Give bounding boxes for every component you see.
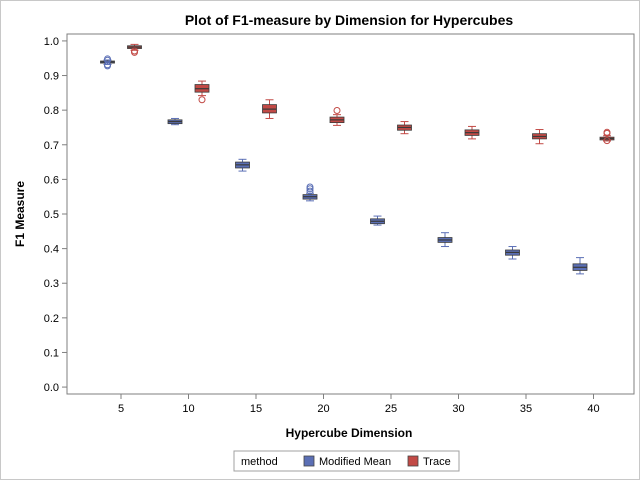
outlier-point bbox=[306, 187, 314, 195]
y-tick-label: 0.2 bbox=[44, 313, 59, 325]
y-axis: 0.0 0.1 0.2 0.3 0.4 0.5 0.6 0.7 0.8 0.9 1.0 bbox=[44, 36, 67, 394]
y-tick-label: 0.8 bbox=[44, 105, 59, 117]
y-tick-label: 0.1 bbox=[44, 347, 59, 359]
x-tick-label: 30 bbox=[452, 403, 464, 415]
legend-label-trace: Trace bbox=[423, 456, 451, 468]
x-tick-label: 40 bbox=[587, 403, 599, 415]
outlier-point bbox=[603, 137, 611, 145]
y-tick-label: 0.7 bbox=[44, 140, 59, 152]
x-tick-label: 35 bbox=[520, 403, 532, 415]
x-tick-label: 25 bbox=[385, 403, 397, 415]
y-tick-label: 0.6 bbox=[44, 174, 59, 186]
outlier-point bbox=[333, 107, 341, 114]
outlier-point bbox=[603, 128, 611, 136]
y-tick-label: 1.0 bbox=[44, 36, 59, 48]
outlier-point bbox=[131, 47, 138, 55]
legend-label-modified-mean: Modified Mean bbox=[319, 456, 391, 468]
outlier-point bbox=[104, 55, 111, 63]
box-modified-mean bbox=[572, 257, 588, 275]
box-trace bbox=[464, 125, 480, 140]
y-tick-label: 0.3 bbox=[44, 278, 59, 290]
y-tick-label: 0.5 bbox=[44, 209, 59, 221]
box-trace bbox=[194, 80, 210, 104]
y-tick-label: 0.0 bbox=[44, 382, 59, 394]
box-trace bbox=[599, 128, 615, 145]
box-modified-mean bbox=[167, 117, 183, 126]
plot-area bbox=[66, 33, 635, 395]
box-trace bbox=[127, 43, 142, 56]
legend-title: method bbox=[241, 456, 278, 468]
x-axis: 5 10 15 20 25 30 35 40 bbox=[118, 394, 600, 415]
box-modified-mean bbox=[505, 246, 520, 260]
legend: method Modified Mean Trace bbox=[233, 450, 460, 472]
x-axis-label: Hypercube Dimension bbox=[286, 426, 413, 440]
box-modified-mean bbox=[437, 232, 453, 248]
box-trace bbox=[397, 121, 412, 135]
outlier-point bbox=[306, 183, 314, 191]
x-tick-label: 10 bbox=[182, 403, 194, 415]
x-tick-label: 20 bbox=[317, 403, 329, 415]
box-trace bbox=[532, 129, 547, 145]
legend-box bbox=[233, 450, 460, 472]
x-tick-label: 15 bbox=[250, 403, 262, 415]
box-modified-mean bbox=[302, 183, 318, 202]
outlier-point bbox=[198, 96, 206, 104]
legend-swatch-trace bbox=[407, 455, 419, 467]
box-trace bbox=[329, 107, 345, 126]
box-modified-mean bbox=[370, 215, 385, 226]
legend-swatch-modified-mean bbox=[303, 455, 315, 467]
y-axis-label: F1 Measure bbox=[13, 181, 27, 247]
box-trace bbox=[262, 99, 277, 119]
chart-title: Plot of F1-measure by Dimension for Hype… bbox=[185, 12, 514, 28]
box-series bbox=[100, 43, 615, 275]
x-tick-label: 5 bbox=[118, 403, 124, 415]
box-modified-mean bbox=[235, 158, 250, 172]
box-modified-mean bbox=[100, 55, 115, 70]
y-tick-label: 0.9 bbox=[44, 71, 59, 83]
y-tick-label: 0.4 bbox=[44, 244, 59, 256]
